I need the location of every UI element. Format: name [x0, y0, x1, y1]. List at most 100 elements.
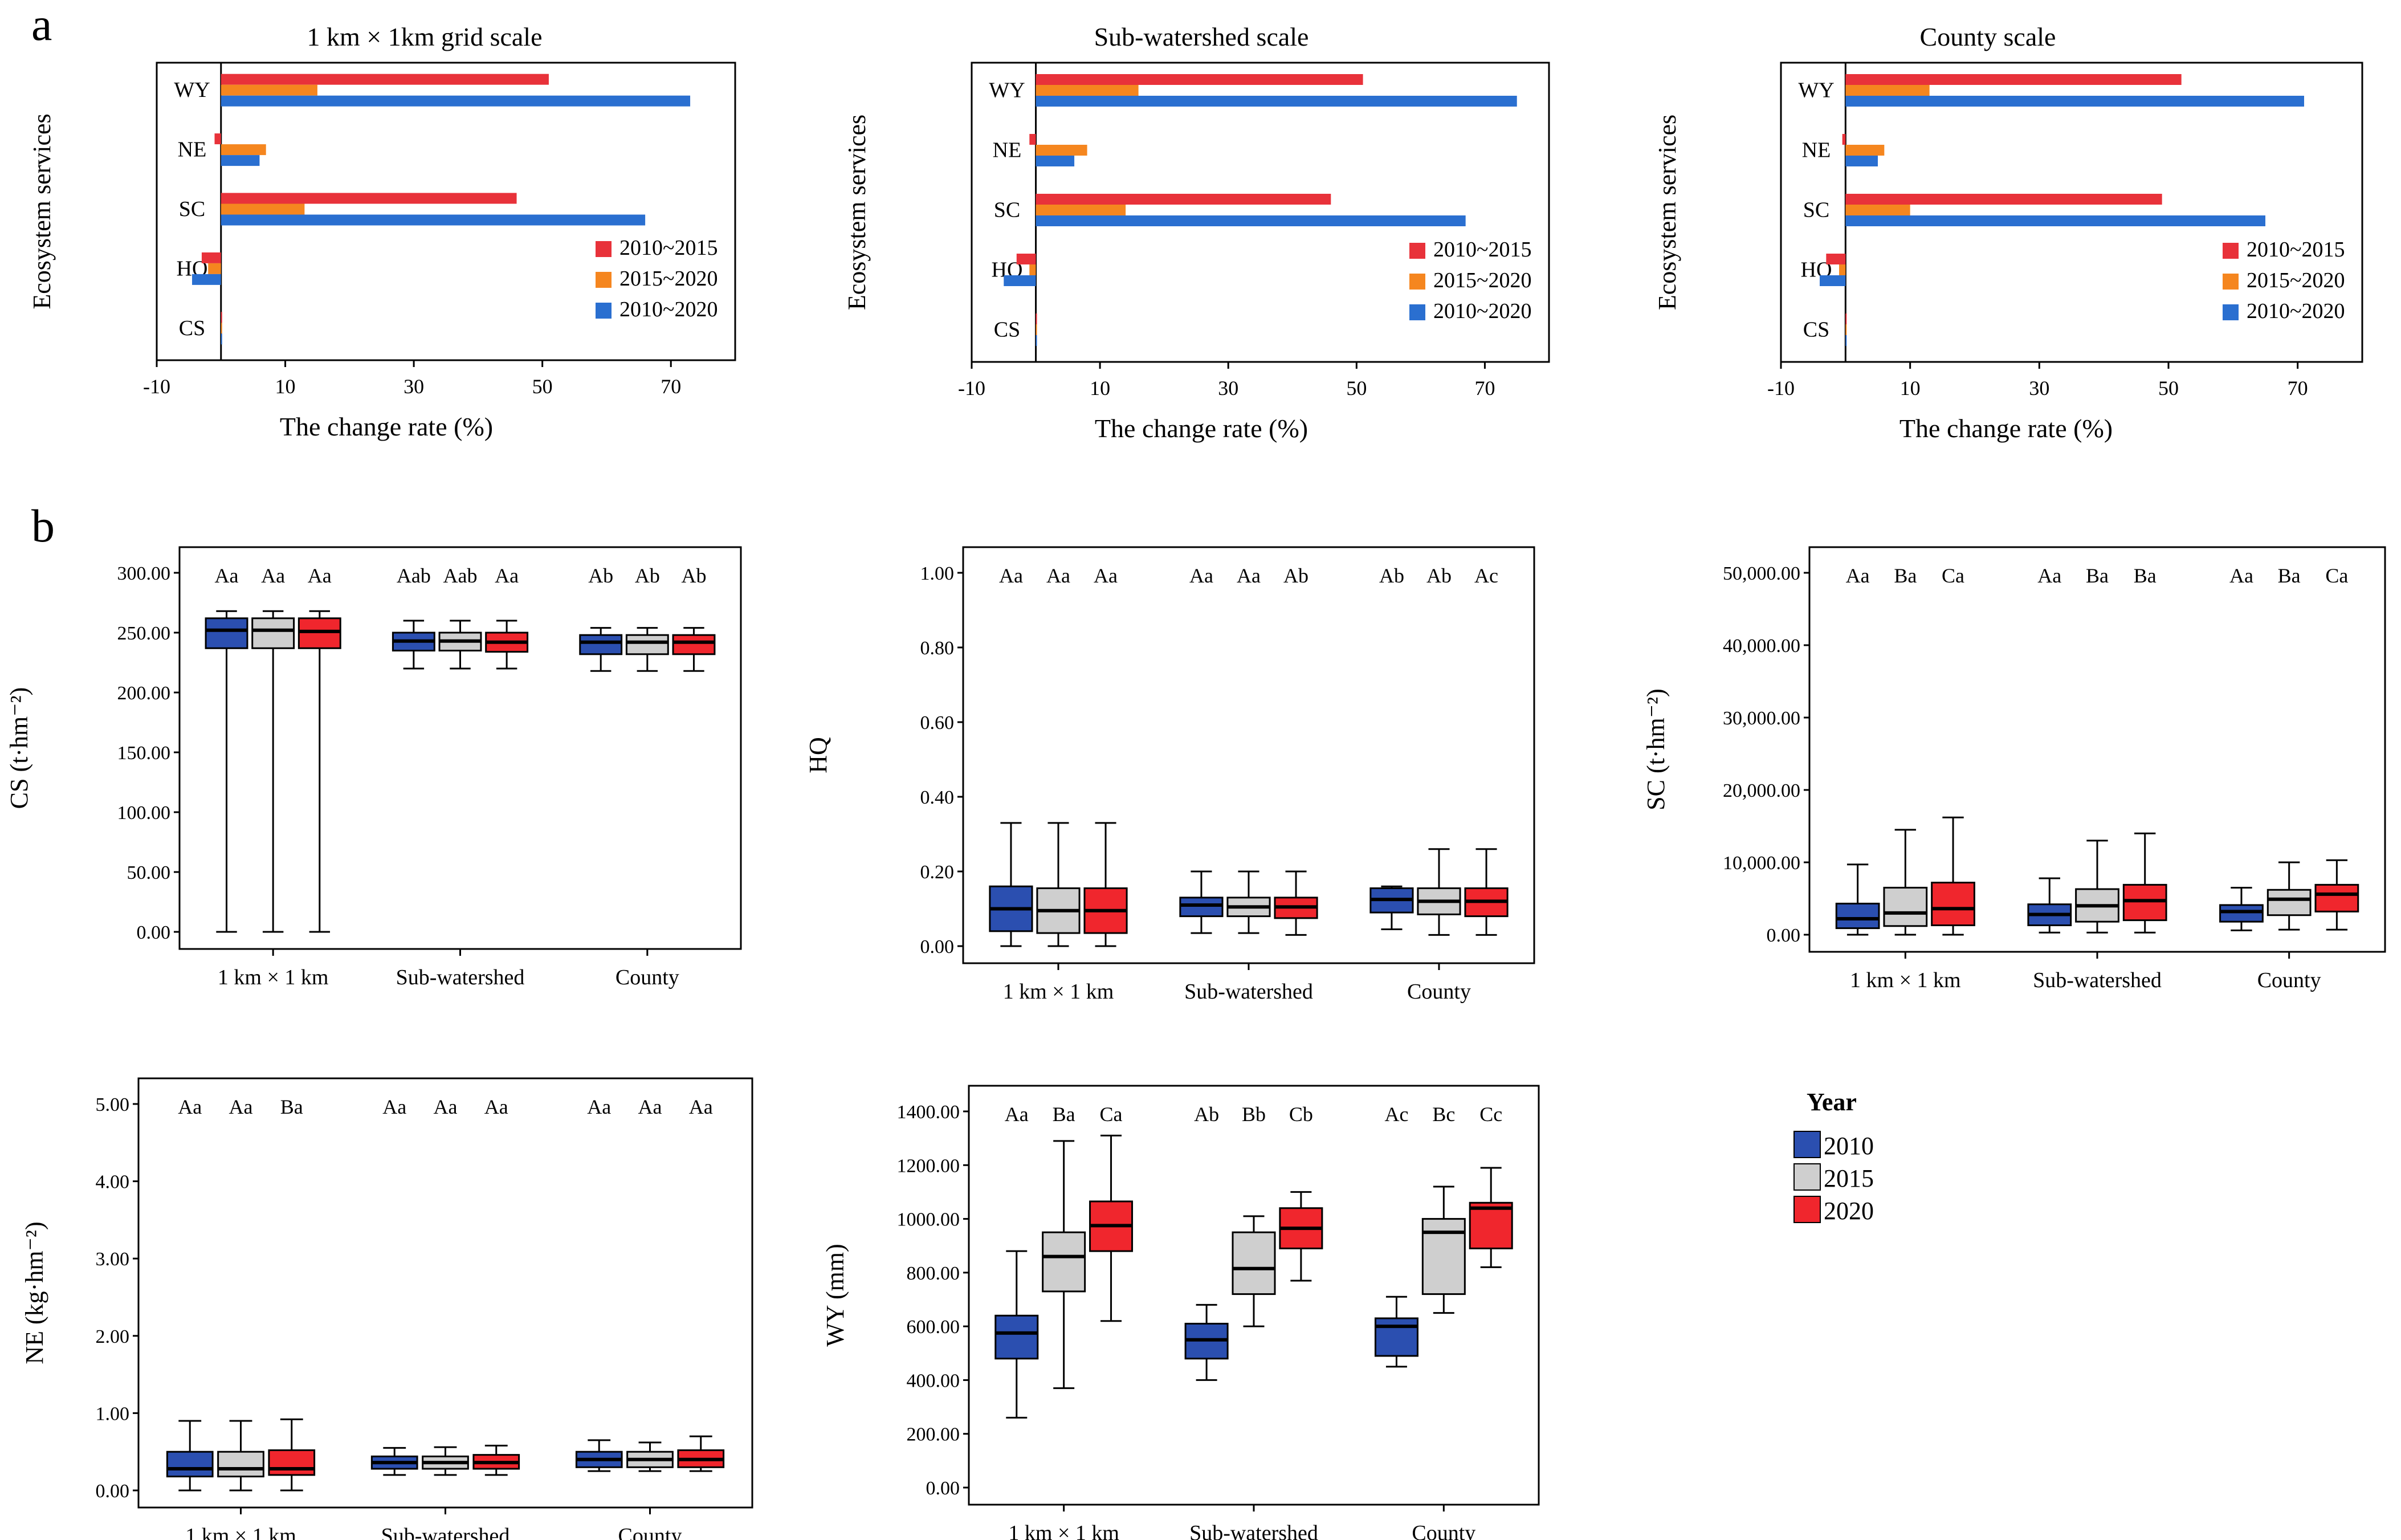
x-tick-label: -10 [143, 375, 170, 398]
bar [214, 133, 221, 145]
category-label: NE [1802, 138, 1831, 162]
y-tick-label: 50,000.00 [1723, 563, 1800, 584]
legend-label-2010: 2010 [1824, 1132, 1874, 1160]
box [205, 617, 248, 649]
significance-label: Aa [1189, 564, 1213, 587]
bar [221, 312, 222, 323]
x-tick-label: Sub-watershed [1184, 980, 1313, 1004]
box [1042, 1231, 1086, 1293]
legend-swatch [596, 272, 612, 288]
bar [1845, 324, 1847, 335]
x-tick-label: County [1412, 1521, 1475, 1540]
plot-frame [156, 62, 736, 361]
box [1883, 886, 1928, 927]
x-tick-label: 30 [1218, 377, 1238, 400]
box [2314, 883, 2359, 912]
y-axis-label: WY (mm) [821, 1244, 849, 1346]
bar [221, 323, 222, 334]
y-tick-label: 5.00 [96, 1094, 130, 1115]
bar [1036, 324, 1037, 335]
category-label: WY [174, 78, 210, 102]
significance-label: Ab [588, 564, 613, 587]
significance-label: Cc [1479, 1103, 1502, 1126]
bar [1845, 205, 1910, 215]
significance-label: Ba [280, 1095, 303, 1118]
x-tick-label: 50 [532, 375, 553, 398]
y-axis-label: Ecosystem services [28, 113, 56, 309]
significance-label: Ba [2278, 564, 2301, 587]
y-tick-label: 10,000.00 [1723, 853, 1800, 874]
significance-label: Ab [681, 564, 706, 587]
legend-label: 2015~2020 [1433, 268, 1532, 292]
box-chart-2: 0.00 0.20 0.40 0.60 0.80 1.00 HQ 1 km × 1 km Aa A… [804, 546, 1535, 1004]
significance-label: Ca [2325, 564, 2348, 587]
significance-label: Aab [443, 564, 478, 587]
legend-swatch [2223, 304, 2239, 320]
x-tick-label: Sub-watershed [2033, 968, 2162, 992]
bar [1845, 96, 2304, 107]
panel-label-a: a [31, 0, 52, 50]
bar [1036, 313, 1037, 324]
y-axis-label: SC (t·hm⁻²) [1642, 688, 1670, 810]
bar [201, 252, 221, 263]
box [1232, 1231, 1276, 1295]
significance-label: Aa [1094, 564, 1118, 587]
significance-label: Aa [229, 1095, 253, 1118]
legend-swatch [596, 241, 612, 257]
y-axis-label: NE (kg·hm⁻²) [21, 1221, 48, 1364]
x-tick-label: Sub-watershed [396, 965, 525, 989]
legend-swatch [596, 303, 612, 319]
plot-frame [971, 62, 1550, 363]
x-tick-label: Sub-watershed [381, 1524, 510, 1540]
bar [221, 155, 260, 166]
bar [221, 84, 317, 96]
legend-swatch [1409, 274, 1425, 290]
significance-label: Ba [2134, 564, 2157, 587]
category-label: NE [993, 138, 1022, 162]
significance-label: Ab [1194, 1103, 1219, 1126]
legend-label-2015: 2015 [1824, 1164, 1874, 1192]
bar [221, 193, 517, 204]
legend-swatch [1409, 243, 1425, 259]
y-tick-label: 250.00 [117, 623, 171, 644]
y-tick-label: 2.00 [96, 1326, 130, 1347]
bar [1036, 156, 1075, 166]
y-tick-label: 100.00 [117, 802, 171, 824]
x-tick-label: 30 [2029, 377, 2049, 400]
bar [1845, 313, 1847, 324]
significance-label: Aa [689, 1095, 713, 1118]
significance-label: Ac [1474, 564, 1498, 587]
box [251, 617, 295, 649]
significance-label: Aa [1846, 564, 1870, 587]
box [672, 634, 716, 655]
chart-title: 1 km × 1km grid scale [307, 22, 542, 51]
x-tick-label: 70 [1474, 377, 1495, 400]
significance-label: Ab [1379, 564, 1404, 587]
bar [1036, 145, 1087, 156]
y-tick-label: 0.00 [1767, 925, 1801, 946]
x-tick-label: 1 km × 1 km [218, 965, 329, 989]
y-tick-label: 1000.00 [897, 1209, 960, 1231]
significance-label: Ba [1894, 564, 1917, 587]
box [579, 634, 623, 655]
significance-label: Ab [635, 564, 660, 587]
panel-label-b: b [31, 500, 55, 552]
bar-chart-2: Sub-watershed scale -10 10 30 50 70 The change… [843, 22, 1550, 443]
x-tick-label: 30 [403, 375, 424, 398]
legend-label: 2010~2015 [619, 236, 718, 260]
category-label: CS [994, 318, 1020, 342]
significance-label: Aa [484, 1095, 508, 1118]
box [2267, 889, 2312, 916]
y-tick-label: 1400.00 [897, 1102, 960, 1123]
bar [1845, 156, 1878, 166]
significance-label: Aa [1237, 564, 1261, 587]
y-axis-label: Ecosystem services [843, 115, 871, 310]
y-tick-label: 200.00 [117, 683, 171, 704]
x-tick-label: County [2257, 968, 2321, 992]
bar [192, 274, 221, 285]
bar [1845, 85, 1930, 96]
x-tick-label: 50 [2158, 377, 2179, 400]
legend-label: 2010~2020 [619, 298, 718, 321]
box-chart-5: 0.00 200.00 400.00 600.00 800.00 1000.00 1200.… [821, 1085, 1540, 1540]
chart-title: County scale [1920, 22, 2056, 51]
